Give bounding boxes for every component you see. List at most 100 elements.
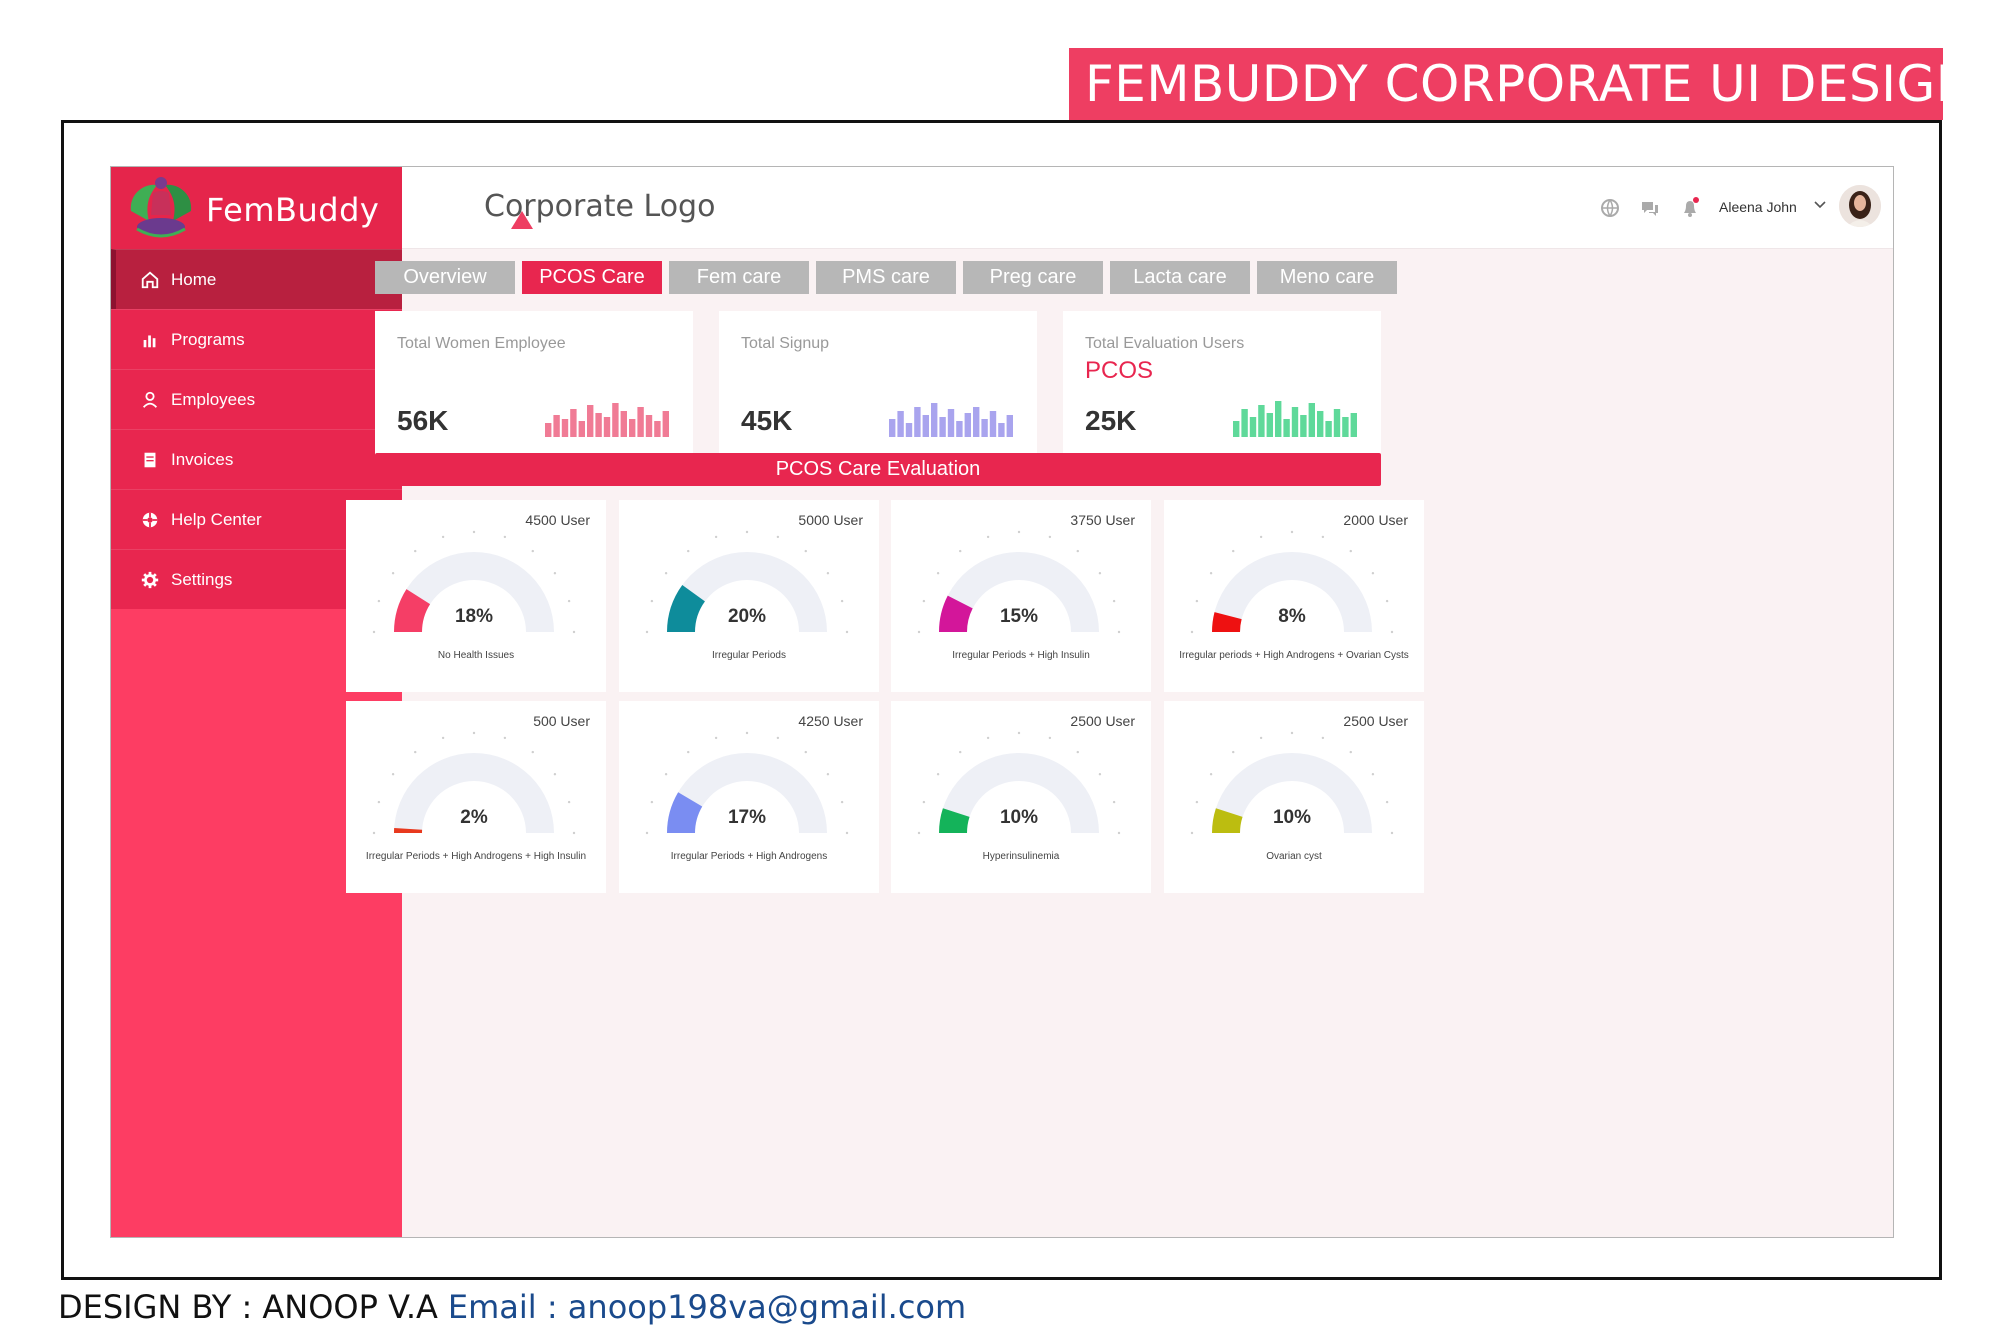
sparkline-bar — [922, 415, 929, 437]
gauge-chart — [372, 731, 576, 835]
gauge-tick — [567, 599, 571, 603]
gauge-tick — [391, 572, 395, 575]
gauge-tick — [503, 535, 507, 539]
avatar[interactable] — [1839, 185, 1881, 227]
gauge-tick — [1017, 530, 1021, 534]
gauge-card[interactable]: 2500 User 10% Ovarian cyst — [1164, 701, 1424, 893]
gauge-tick — [1321, 535, 1325, 539]
gauge-percent: 10% — [1272, 807, 1312, 828]
gauge-card[interactable]: 4500 User 18% No Health Issues — [346, 500, 606, 692]
gauge-chart — [645, 731, 849, 835]
gauge-card[interactable]: 500 User 2% Irregular Periods + High Andro… — [346, 701, 606, 893]
gauge-tick — [936, 572, 940, 575]
tab-lacta-care[interactable]: Lacta care — [1110, 261, 1250, 294]
gauge-card[interactable]: 5000 User 20% Irregular Periods — [619, 500, 879, 692]
banner-title: FEMBUDDY CORPORATE UI DESIGN — [1069, 48, 1973, 120]
sparkline-bar — [662, 411, 669, 437]
gauge-label: No Health Issues — [437, 650, 515, 661]
gauge-chart — [1190, 530, 1394, 634]
gauge-user-count: 2500 User — [1343, 713, 1408, 729]
gauge-tick — [1290, 731, 1294, 735]
stat-card[interactable]: Total Women Employee 56K — [375, 311, 693, 457]
gauge-tick — [1232, 750, 1235, 754]
gauge-tick — [1112, 800, 1116, 804]
gauge-value-arc — [939, 595, 973, 632]
stat-value: 25K — [1085, 405, 1137, 436]
gauge-track — [1212, 753, 1372, 833]
gauge-tick — [1195, 599, 1199, 603]
gauge-label: Irregular Periods + High Androgens + Hig… — [365, 851, 587, 862]
gauge-percent: 15% — [999, 606, 1039, 627]
gauge-tick — [645, 630, 649, 634]
gauge-tick — [531, 549, 534, 553]
user-photo-icon — [1839, 185, 1881, 227]
stat-value: 45K — [741, 405, 793, 436]
gauge-tick — [572, 831, 576, 835]
gauge-card[interactable]: 2000 User 8% Irregular periods + High Andr… — [1164, 500, 1424, 692]
gauge-card[interactable]: 3750 User 15% Irregular Periods + High Ins… — [891, 500, 1151, 692]
sidebar-item-help-center[interactable]: Help Center — [111, 489, 402, 549]
bell-icon[interactable] — [1679, 197, 1701, 219]
sparkline-bar — [1266, 413, 1273, 437]
sidebar-item-label: Programs — [171, 329, 245, 349]
stat-label: Total Evaluation Users — [1085, 335, 1245, 352]
tab-meno-care[interactable]: Meno care — [1257, 261, 1397, 294]
sparkline-bar — [654, 421, 661, 437]
gauge-percent: 2% — [460, 807, 488, 828]
sparkline-chart — [889, 403, 1013, 437]
sidebar-item-programs[interactable]: Programs — [111, 309, 402, 369]
gauge-tick — [1321, 736, 1325, 740]
brand-name: FemBuddy — [206, 191, 380, 229]
tab-preg-care[interactable]: Preg care — [963, 261, 1103, 294]
gauge-tick — [1385, 800, 1389, 804]
gauge-tick — [372, 831, 376, 835]
stat-card[interactable]: Total Evaluation Users PCOS 25K — [1063, 311, 1381, 463]
gauge-tick — [959, 549, 962, 553]
gauge-tick — [1390, 831, 1394, 835]
tab-pcos-care[interactable]: PCOS Care — [522, 261, 662, 294]
sidebar-item-invoices[interactable]: Invoices — [111, 429, 402, 489]
tab-fem-care[interactable]: Fem care — [669, 261, 809, 294]
gauge-tick — [1209, 572, 1213, 575]
designer-email[interactable]: Email : anoop198va@gmail.com — [447, 1288, 967, 1326]
chat-icon[interactable] — [1639, 197, 1661, 219]
gauge-user-count: 4250 User — [798, 713, 863, 729]
stat-card[interactable]: Total Signup 45K — [719, 311, 1037, 457]
gauge-percent: 10% — [999, 807, 1039, 828]
gauge-user-count: 4500 User — [525, 512, 590, 528]
gauge-tick — [1195, 800, 1199, 804]
gauge-user-count: 2000 User — [1343, 512, 1408, 528]
gauge-tick — [441, 736, 445, 740]
gauge-card[interactable]: 4250 User 17% Irregular Periods + High And… — [619, 701, 879, 893]
gauge-percent: 17% — [727, 807, 767, 828]
tab-pms-care[interactable]: PMS care — [816, 261, 956, 294]
gauge-card[interactable]: 2500 User 10% Hyperinsulinemia — [891, 701, 1151, 893]
sidebar-item-label: Settings — [171, 569, 233, 589]
gauge-track — [939, 753, 1099, 833]
sidebar-item-employees[interactable]: Employees — [111, 369, 402, 429]
sparkline-bar — [905, 423, 913, 437]
gauge-tick — [1190, 630, 1194, 634]
sparkline-bar — [578, 421, 585, 437]
gauge-tick — [1349, 750, 1352, 754]
sparkline-bar — [931, 403, 938, 437]
gauge-user-count: 500 User — [533, 713, 590, 729]
evaluation-title-bar: PCOS Care Evaluation — [375, 453, 1381, 486]
tab-overview[interactable]: Overview — [375, 261, 515, 294]
chevron-down-icon[interactable] — [1813, 197, 1827, 211]
gauge-percent: 18% — [454, 606, 494, 627]
gauge-tick — [1017, 731, 1021, 735]
gauge-tick — [922, 599, 926, 603]
gauge-tick — [840, 599, 844, 603]
sidebar-item-home[interactable]: Home — [111, 249, 402, 309]
gauge-value-arc — [939, 808, 970, 833]
sparkline-bar — [545, 423, 552, 437]
gauge-track — [394, 552, 554, 632]
globe-icon[interactable] — [1599, 197, 1621, 219]
sparkline-bar — [561, 419, 569, 437]
gauge-user-count: 5000 User — [798, 512, 863, 528]
user-name[interactable]: Aleena John — [1719, 199, 1797, 215]
sidebar-item-settings[interactable]: Settings — [111, 549, 402, 609]
top-bar: Corporate Logo Aleena John — [402, 167, 1893, 249]
gauge-tick — [1117, 630, 1121, 634]
